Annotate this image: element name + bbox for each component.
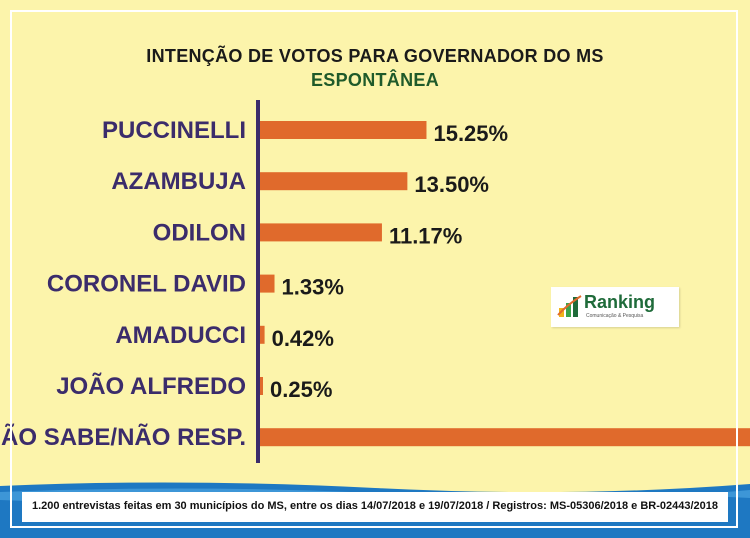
category-label: PUCCINELLI <box>102 117 246 144</box>
chart-subtitle: ESPONTÂNEA <box>310 70 439 90</box>
bar <box>260 428 750 447</box>
value-label: 0.25% <box>270 377 332 402</box>
chart-title: INTENÇÃO DE VOTOS PARA GOVERNADOR DO MS <box>146 46 604 66</box>
ranking-logo-icon <box>557 295 582 317</box>
bar <box>260 325 265 344</box>
bar <box>260 377 263 395</box>
category-label: JOÃO ALFREDO <box>56 372 246 400</box>
bar <box>260 172 408 191</box>
bar <box>260 274 275 293</box>
category-label: NÃO SABE/NÃO RESP. <box>0 423 246 451</box>
bar <box>260 223 382 242</box>
category-label: ODILON <box>153 219 246 246</box>
logo-name: Ranking <box>584 292 656 312</box>
value-label: 11.17% <box>389 223 462 248</box>
category-label: AZAMBUJA <box>111 168 246 195</box>
footer-box <box>22 492 728 522</box>
value-label: 0.42% <box>272 326 334 351</box>
bar <box>260 121 427 139</box>
category-label: AMADUCCI <box>115 322 246 349</box>
logo-tagline: Comunicação & Pesquisa <box>586 313 644 319</box>
value-label: 13.50% <box>414 172 489 197</box>
footer-text: 1.200 entrevistas feitas em 30 município… <box>31 500 719 512</box>
category-label: CORONEL DAVID <box>47 271 246 298</box>
ranking-logo: Ranking Comunicação & Pesquisa <box>551 287 679 327</box>
value-label: 1.33% <box>282 275 344 300</box>
value-label: 15.25% <box>433 121 508 146</box>
